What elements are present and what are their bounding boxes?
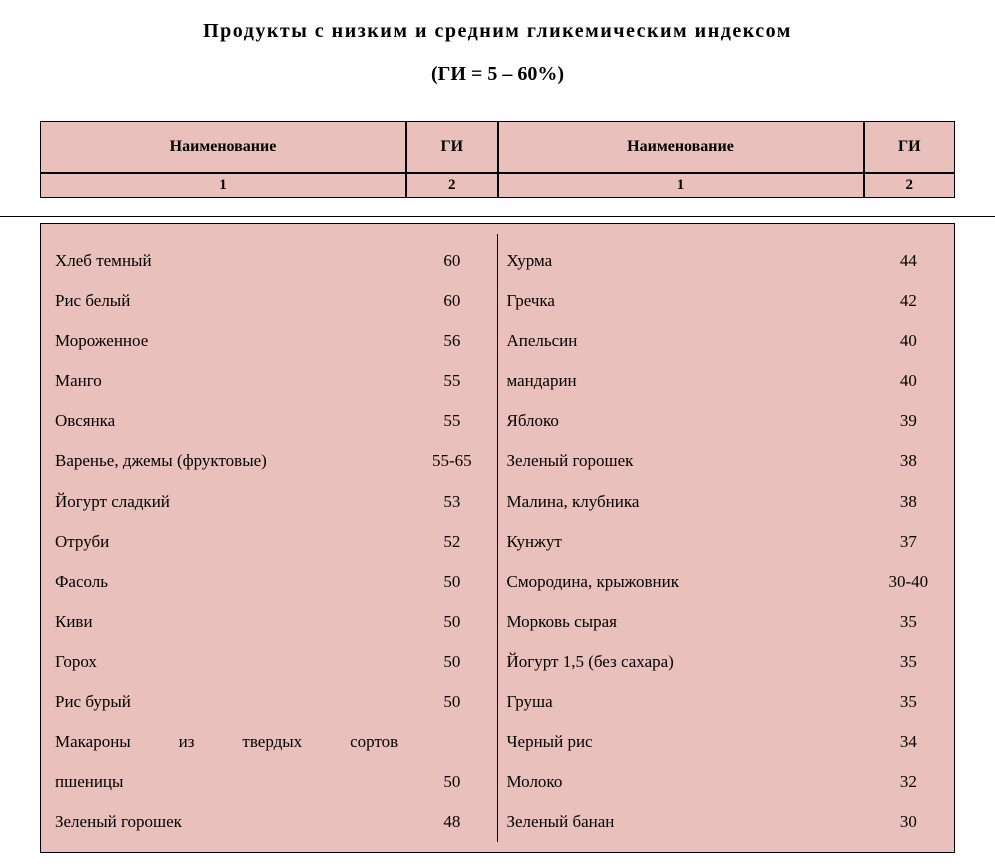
product-gi: 55 <box>406 361 497 401</box>
product-name: Малина, клубника <box>497 482 862 522</box>
product-name: Зеленый банан <box>497 802 862 842</box>
product-gi: 38 <box>863 482 954 522</box>
table-row: Макароны из твердых сортов Черный рис 34 <box>41 722 954 762</box>
table-row: Фасоль 50 Смородина, крыжовник 30-40 <box>41 562 954 602</box>
product-name: Киви <box>41 602 406 642</box>
product-name: Макароны из твердых сортов <box>41 722 406 762</box>
header-table-container: Наименование ГИ Наименование ГИ 1 2 1 2 <box>0 121 995 198</box>
product-name: Горох <box>41 642 406 682</box>
product-name: Черный рис <box>497 722 862 762</box>
product-gi: 50 <box>406 602 497 642</box>
product-name: Мороженное <box>41 321 406 361</box>
table-row: Киви 50 Морковь сырая 35 <box>41 602 954 642</box>
product-name: Апельсин <box>497 321 862 361</box>
table-row: Хлеб темный 60 Хурма 44 <box>41 234 954 281</box>
product-gi: 55-65 <box>406 441 497 481</box>
product-gi: 60 <box>406 281 497 321</box>
product-gi: 30-40 <box>863 562 954 602</box>
product-gi: 50 <box>406 682 497 722</box>
table-row: Овсянка 55 Яблоко 39 <box>41 401 954 441</box>
title-sub: (ГИ = 5 – 60%) <box>0 63 995 86</box>
product-name: Йогурт сладкий <box>41 482 406 522</box>
product-gi: 44 <box>863 234 954 281</box>
product-name: Манго <box>41 361 406 401</box>
product-name: Рис белый <box>41 281 406 321</box>
table-row: Рис белый 60 Гречка 42 <box>41 281 954 321</box>
product-name: Зеленый горошек <box>41 802 406 842</box>
header-table: Наименование ГИ Наименование ГИ 1 2 1 2 <box>40 121 955 198</box>
product-gi: 50 <box>406 762 497 802</box>
product-gi: 48 <box>406 802 497 842</box>
product-name: Молоко <box>497 762 862 802</box>
body-table: Хлеб темный 60 Хурма 44 Рис белый 60 Гре… <box>40 223 955 853</box>
product-gi: 32 <box>863 762 954 802</box>
product-gi: 55 <box>406 401 497 441</box>
product-name: Овсянка <box>41 401 406 441</box>
table-row: Зеленый горошек 48 Зеленый банан 30 <box>41 802 954 842</box>
product-name: Морковь сырая <box>497 602 862 642</box>
col-num-1-left: 1 <box>40 173 406 198</box>
product-gi: 40 <box>863 361 954 401</box>
product-gi: 37 <box>863 522 954 562</box>
product-gi: 35 <box>863 602 954 642</box>
product-gi: 56 <box>406 321 497 361</box>
product-name: Хурма <box>497 234 862 281</box>
product-name: пшеницы <box>41 762 406 802</box>
col-num-1-right: 1 <box>498 173 864 198</box>
product-gi: 35 <box>863 682 954 722</box>
product-name: Рис бурый <box>41 682 406 722</box>
product-gi: 38 <box>863 441 954 481</box>
product-name: Гречка <box>497 281 862 321</box>
col-num-2-right: 2 <box>864 173 956 198</box>
product-name: мандарин <box>497 361 862 401</box>
table-row: Горох 50 Йогурт 1,5 (без сахара) 35 <box>41 642 954 682</box>
product-name: Хлеб темный <box>41 234 406 281</box>
product-gi: 40 <box>863 321 954 361</box>
product-gi: 60 <box>406 234 497 281</box>
table-row: Манго 55 мандарин 40 <box>41 361 954 401</box>
col-header-name-left: Наименование <box>40 121 406 173</box>
product-gi <box>406 722 497 762</box>
product-name: Фасоль <box>41 562 406 602</box>
product-name: Груша <box>497 682 862 722</box>
product-name: Отруби <box>41 522 406 562</box>
table-row: Йогурт сладкий 53 Малина, клубника 38 <box>41 482 954 522</box>
col-header-gi-right: ГИ <box>864 121 956 173</box>
product-name: Зеленый горошек <box>497 441 862 481</box>
number-row: 1 2 1 2 <box>40 173 955 198</box>
product-name: Яблоко <box>497 401 862 441</box>
title-block: Продукты с низким и средним гликемически… <box>0 20 995 86</box>
product-gi: 35 <box>863 642 954 682</box>
table-row: Варенье, джемы (фруктовые) 55-65 Зеленый… <box>41 441 954 481</box>
product-name: Варенье, джемы (фруктовые) <box>41 441 406 481</box>
col-num-2-left: 2 <box>406 173 498 198</box>
product-name: Смородина, крыжовник <box>497 562 862 602</box>
col-header-gi-left: ГИ <box>406 121 498 173</box>
table-row: пшеницы 50 Молоко 32 <box>41 762 954 802</box>
table-row: Рис бурый 50 Груша 35 <box>41 682 954 722</box>
product-name: Йогурт 1,5 (без сахара) <box>497 642 862 682</box>
table-row: Мороженное 56 Апельсин 40 <box>41 321 954 361</box>
header-row: Наименование ГИ Наименование ГИ <box>40 121 955 173</box>
product-gi: 42 <box>863 281 954 321</box>
product-gi: 50 <box>406 642 497 682</box>
product-gi: 39 <box>863 401 954 441</box>
product-gi: 52 <box>406 522 497 562</box>
product-gi: 34 <box>863 722 954 762</box>
title-main: Продукты с низким и средним гликемически… <box>0 20 995 43</box>
product-gi: 50 <box>406 562 497 602</box>
divider-line <box>0 216 995 217</box>
col-header-name-right: Наименование <box>498 121 864 173</box>
body-table-wrapper: Хлеб темный 60 Хурма 44 Рис белый 60 Гре… <box>0 223 995 853</box>
product-gi: 30 <box>863 802 954 842</box>
table-row: Отруби 52 Кунжут 37 <box>41 522 954 562</box>
product-gi: 53 <box>406 482 497 522</box>
product-name: Кунжут <box>497 522 862 562</box>
